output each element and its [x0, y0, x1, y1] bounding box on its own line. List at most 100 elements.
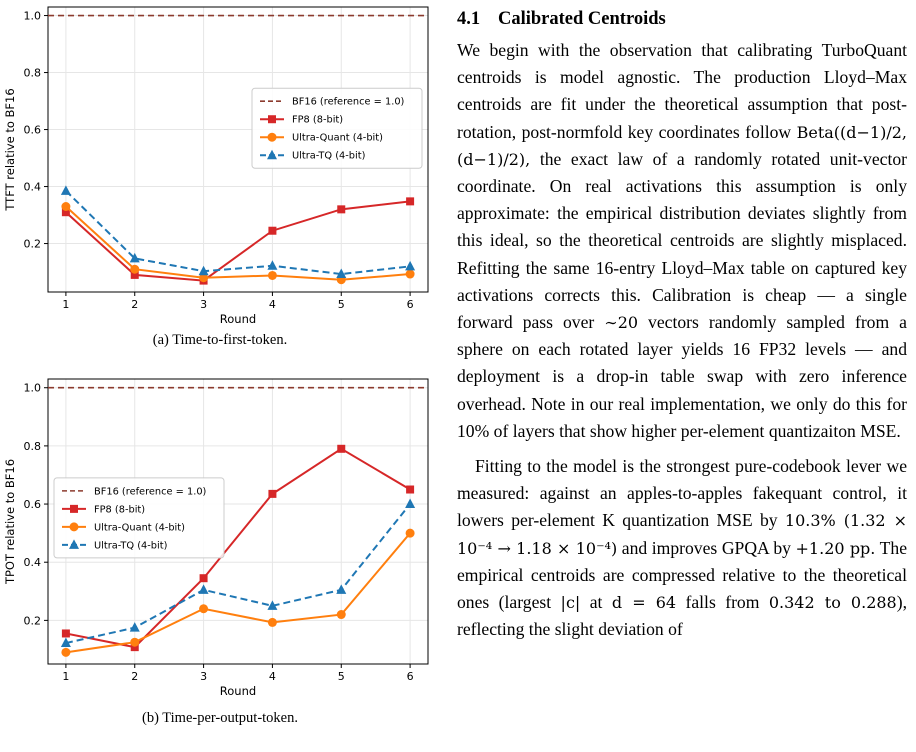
ttft-legend-marker-3	[267, 149, 277, 160]
ttft-legend-box	[251, 87, 423, 169]
ttft-xtick-label-1: 2	[131, 298, 138, 311]
tpot-legend-box	[53, 477, 225, 559]
tpot-xtick-label-4: 5	[338, 670, 345, 683]
text-column: 4.1 Calibrated Centroids We begin with th…	[457, 0, 907, 643]
ttft-plot-frame	[47, 6, 429, 293]
ttft-series-1-point-5	[405, 269, 415, 279]
tpot-xtick-label-1: 2	[131, 670, 138, 683]
ttft-series-2-point-2	[198, 265, 209, 276]
tpot-chart: 0.2 0.4 0.6 0.8 1.0 1 2 3 4 5 6 Round TPOT relative …	[3, 378, 429, 698]
tpot-series-1-point-2	[199, 604, 209, 614]
figure-tpot: 0.2 0.4 0.6 0.8 1.0 1 2 3 4 5 6 Round TPOT relative …	[0, 372, 440, 702]
tpot-legend-marker-1	[70, 504, 78, 513]
ttft-series-0-point-4	[337, 205, 346, 214]
ttft-series-line-2	[65, 190, 411, 276]
ttft-ytick-label-4: 1.0	[24, 10, 42, 23]
para1-math-20: ∼20	[604, 313, 639, 333]
tpot-ytick-label-2: 0.6	[24, 498, 42, 511]
para1-text-2: the exact law of a randomly rotated unit…	[457, 148, 907, 333]
para2-text-5: falls from	[676, 592, 769, 613]
ttft-xtick-label-5: 6	[407, 298, 414, 311]
tpot-series-1-point-1	[130, 637, 140, 647]
ttft-legend-label-3: Ultra-TQ (4-bit)	[292, 151, 365, 162]
ttft-series-0-point-1	[130, 270, 139, 279]
ttft-series-1-point-0	[61, 202, 71, 211]
ttft-series-0-point-5	[406, 197, 415, 206]
tpot-ytick-label-0: 0.2	[24, 614, 42, 627]
tpot-y-axis-label: TPOT relative to BF16	[3, 459, 17, 585]
paragraph-2: Fitting to the model is the strongest pu…	[457, 453, 907, 643]
para1-text-1: We begin with the observation that calib…	[457, 40, 907, 142]
ttft-series-1-point-2	[199, 273, 209, 283]
ttft-xtick-label-4: 5	[338, 298, 345, 311]
tpot-series-0-point-4	[337, 444, 346, 453]
figure-ttft: 0.2 0.4 0.6 0.8 1.0 1 2 3 4 5 6 Round TTFT relative …	[0, 0, 440, 330]
ttft-legend-label-0: BF16 (reference = 1.0)	[292, 97, 404, 108]
ttft-series-2-point-1	[129, 252, 140, 263]
ttft-y-axis-label: TTFT relative to BF16	[3, 88, 17, 211]
tpot-series-1-point-0	[61, 647, 71, 657]
tpot-ytick-label-3: 0.8	[24, 440, 42, 453]
para2-math-gpqa: +1.20 pp.	[795, 538, 876, 558]
tpot-series-1-point-5	[405, 528, 415, 538]
tpot-ytick-label-4: 1.0	[24, 382, 42, 395]
ttft-series-2-point-5	[405, 260, 416, 271]
para1-text-3: vectors randomly sampled from a sphere o…	[457, 312, 907, 441]
ttft-legend-marker-1	[268, 115, 276, 124]
tpot-series-2-point-2	[198, 584, 209, 594]
ttft-series-2-point-3	[267, 260, 278, 270]
tpot-xtick-label-2: 3	[200, 670, 207, 683]
tpot-legend-label-1: FP8 (8-bit)	[94, 504, 145, 515]
tpot-series-1-point-4	[336, 610, 346, 620]
ttft-series-2-point-0	[60, 185, 71, 195]
ttft-xtick-label-2: 3	[200, 298, 207, 311]
tpot-series-line-2	[65, 503, 411, 645]
section-title: Calibrated Centroids	[498, 9, 666, 29]
ttft-series-0-point-0	[61, 208, 70, 217]
tpot-series-2-point-1	[129, 622, 140, 632]
ttft-series-line-0	[65, 200, 411, 282]
ttft-xtick-label-0: 1	[62, 298, 69, 311]
ttft-ytick-label-3: 0.8	[24, 67, 42, 80]
tpot-series-2-point-4	[336, 584, 347, 594]
ttft-legend-label-1: FP8 (8-bit)	[292, 115, 343, 126]
para2-math-range: 0.342 to 0.288	[768, 593, 897, 613]
figure-caption-a: (a) Time-to-first-token.	[152, 332, 288, 348]
tpot-x-axis-label: Round	[220, 684, 256, 698]
figure-caption-b: (b) Time-per-output-token.	[142, 710, 298, 726]
tpot-ytick-label-1: 0.4	[24, 556, 42, 569]
ttft-series-line-1	[65, 205, 411, 281]
tpot-series-2-point-0	[60, 637, 71, 648]
ttft-ytick-label-0: 0.2	[24, 238, 42, 251]
para2-text-1: Fitting to the model is the strongest pu…	[457, 456, 907, 531]
ttft-legend-label-2: Ultra-Quant (4-bit)	[292, 133, 383, 144]
tpot-series-1-point-3	[267, 617, 277, 627]
tpot-series-0-point-0	[61, 629, 70, 638]
tpot-legend-label-3: Ultra-TQ (4-bit)	[94, 540, 167, 551]
section-number: 4.1	[457, 9, 481, 29]
ttft-ytick-label-2: 0.6	[24, 124, 42, 137]
tpot-series-2-point-3	[267, 600, 278, 610]
para1-math-beta: Beta((d−1)/2, (d−1)/2),	[457, 122, 907, 169]
tpot-series-line-1	[65, 532, 411, 654]
ttft-legend-marker-2	[267, 132, 277, 142]
ttft-series-2-point-4	[336, 268, 347, 279]
tpot-series-0-point-5	[406, 485, 415, 494]
para2-text-6: ), reflecting the slight deviation of	[457, 592, 908, 640]
tpot-legend-marker-2	[69, 522, 79, 532]
para2-math-c: |c|	[560, 593, 581, 613]
tpot-xtick-label-5: 6	[407, 670, 414, 683]
tpot-series-0-point-2	[199, 574, 208, 583]
tpot-legend-label-2: Ultra-Quant (4-bit)	[94, 522, 185, 533]
ttft-series-0-point-3	[268, 226, 277, 235]
tpot-series-2-point-5	[405, 498, 416, 509]
ttft-series-1-point-3	[267, 270, 277, 280]
para2-text-4: at	[580, 592, 612, 613]
tpot-legend-label-0: BF16 (reference = 1.0)	[94, 486, 206, 497]
para2-text-3: The empirical centroids are compressed r…	[457, 537, 908, 613]
tpot-xtick-label-0: 1	[62, 670, 69, 683]
para2-math-d: d = 64	[611, 593, 677, 613]
tpot-legend-marker-3	[69, 539, 79, 549]
tpot-xtick-label-3: 4	[269, 670, 276, 683]
tpot-series-0-point-3	[268, 489, 277, 498]
